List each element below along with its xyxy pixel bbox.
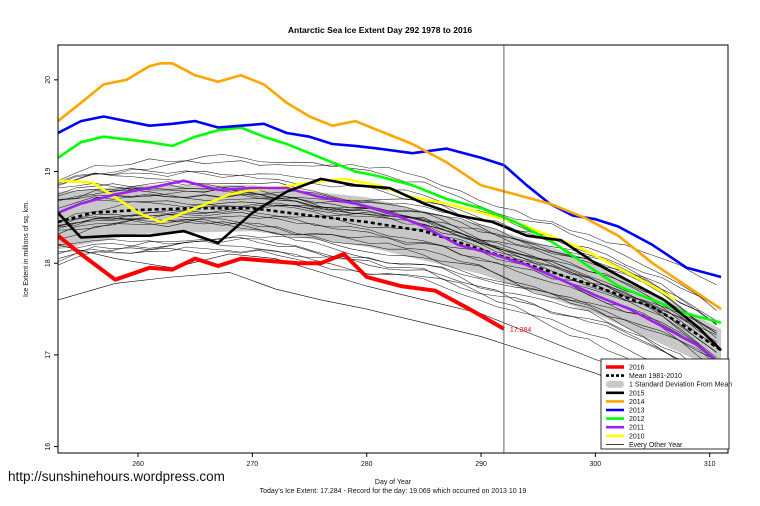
y-tick-label-17: 17 <box>45 351 52 359</box>
plot-area <box>58 61 723 438</box>
other-year-line-14 <box>58 238 717 360</box>
x-tick-label-310: 310 <box>704 461 716 468</box>
legend-label-std_band: 1 Standard Deviation From Mean <box>629 382 732 389</box>
other-year-line-9 <box>58 172 717 334</box>
other-year-line-29 <box>58 237 717 416</box>
other-year-line-18 <box>58 201 717 348</box>
legend-box <box>600 358 730 450</box>
legend-label-2014: 2014 <box>629 399 645 406</box>
other-year-line-16 <box>58 219 717 365</box>
other-year-line-23 <box>58 246 717 382</box>
other-year-line-13 <box>58 204 717 358</box>
series-line-2014 <box>58 61 722 311</box>
legend-label-2015: 2015 <box>629 390 645 397</box>
legend-label-2011: 2011 <box>629 425 644 432</box>
y-tick-label-16: 16 <box>45 443 52 451</box>
other-year-line-19 <box>58 160 717 311</box>
legend-label-mean: Mean 1981-2010 <box>629 373 682 380</box>
y-axis-label: Ice Extent in millions of sq. km. <box>23 201 30 297</box>
current-value-label: 17.284 <box>510 327 532 334</box>
other-year-line-25 <box>58 211 717 326</box>
x-tick-label-280: 280 <box>361 461 373 468</box>
other-year-line-28 <box>58 246 717 395</box>
y-tick-label-20: 20 <box>45 76 52 84</box>
source-url: http://sunshinehours.wordpress.com <box>8 469 225 484</box>
other-year-line-12 <box>58 234 717 371</box>
plot-frame <box>57 44 729 454</box>
legend-label-2012: 2012 <box>629 416 645 423</box>
y-tick-label-19: 19 <box>45 168 52 176</box>
other-year-line-17 <box>58 189 717 353</box>
other-year-line-3 <box>58 187 717 342</box>
other-year-line-low <box>58 272 722 438</box>
other-year-line-7 <box>58 199 717 362</box>
series-line-2016 <box>58 234 505 331</box>
x-axis-label: Day of Year <box>375 479 412 486</box>
x-tick-label-270: 270 <box>247 461 259 468</box>
legend-label-other: Every Other Year <box>629 442 683 449</box>
chart-title: Antarctic Sea Ice Extent Day 292 1978 to… <box>288 25 473 35</box>
x-tick-label-290: 290 <box>475 461 487 468</box>
other-year-line-22 <box>58 220 717 353</box>
x-tick-label-300: 300 <box>590 461 602 468</box>
legend-label-2013: 2013 <box>629 408 645 415</box>
series-line-2015 <box>58 177 723 352</box>
x-tick-label-260: 260 <box>132 461 144 468</box>
series-line-2013 <box>58 115 722 279</box>
y-tick-label-18: 18 <box>45 259 52 267</box>
legend <box>600 358 730 450</box>
legend-label-2010: 2010 <box>629 433 645 440</box>
other-year-line-10 <box>58 209 717 336</box>
legend-swatch-std_band <box>606 380 624 388</box>
other-year-line-21 <box>58 154 717 285</box>
other-year-line-26 <box>58 240 717 385</box>
mean-line <box>58 206 722 352</box>
series-line-2011 <box>58 179 722 366</box>
record-note: Today's Ice Extent: 17.284 - Record for … <box>260 488 527 495</box>
legend-label-2016: 2016 <box>629 365 645 372</box>
other-year-line-5 <box>58 170 717 322</box>
std-deviation-band <box>58 185 722 372</box>
series-line-2012 <box>58 126 722 325</box>
